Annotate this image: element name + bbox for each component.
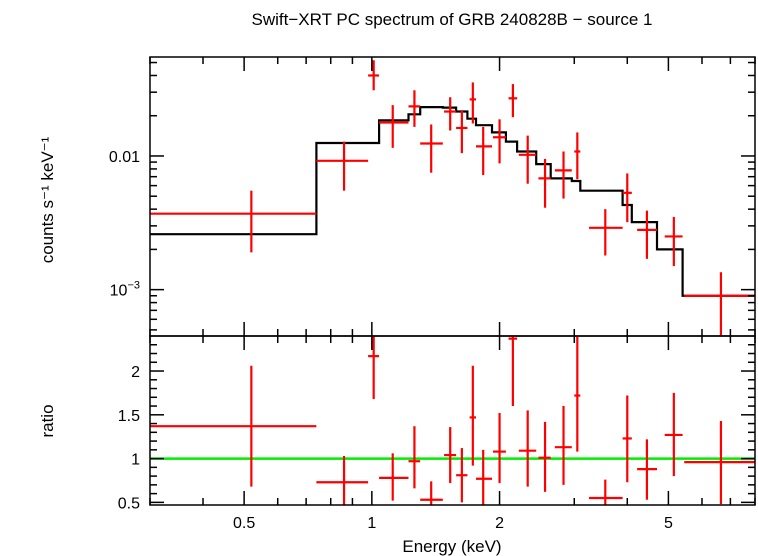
spectrum-point xyxy=(518,135,537,184)
spectrum-point xyxy=(150,190,317,253)
x-tick-label: 1 xyxy=(367,515,376,532)
bottom-y-axis-label: ratio xyxy=(38,404,57,437)
ratio-point xyxy=(492,413,506,484)
model-step-line xyxy=(150,106,755,297)
ratio-panel: 0.5 1 1.5 2 xyxy=(118,335,756,512)
ratio-point xyxy=(456,448,468,503)
spectrum-point xyxy=(664,216,683,267)
x-tick-label: 2 xyxy=(495,515,504,532)
spectrum-point xyxy=(469,82,477,124)
spectrum-point xyxy=(408,90,421,127)
ratio-point xyxy=(684,420,755,505)
ratio-point xyxy=(574,336,581,452)
bottom-y-tick-label: 2 xyxy=(131,364,140,381)
spectrum-point xyxy=(368,60,380,91)
spectrum-point xyxy=(622,173,632,223)
x-tick-label: 5 xyxy=(664,515,673,532)
spectrum-point xyxy=(508,84,518,118)
bottom-y-tick-label: 1.5 xyxy=(118,408,140,425)
ratio-point xyxy=(637,439,657,500)
spectrum-data-points xyxy=(150,60,755,336)
bottom-y-tick-label: 1 xyxy=(131,452,140,469)
ratio-point xyxy=(518,410,537,487)
ratio-point xyxy=(316,455,369,505)
ratio-point xyxy=(408,426,421,489)
spectrum-point xyxy=(684,272,755,336)
spectrum-point xyxy=(476,126,493,176)
ratio-point xyxy=(538,421,551,492)
ratio-point xyxy=(554,406,572,485)
top-y-tick-label: 0.01 xyxy=(109,149,140,166)
ratio-point xyxy=(368,336,380,400)
ratio-point xyxy=(444,427,457,484)
bottom-y-tick-label: 0.5 xyxy=(118,495,140,512)
spectrum-point xyxy=(538,158,551,208)
ratio-point xyxy=(379,453,409,501)
chart-title: Swift−XRT PC spectrum of GRB 240828B − s… xyxy=(252,10,653,29)
spectrum-point xyxy=(637,210,657,259)
spectrum-point xyxy=(444,97,457,131)
x-tick-label: 0.5 xyxy=(233,515,255,532)
spectrum-point xyxy=(420,124,443,173)
x-axis-label: Energy (keV) xyxy=(402,537,501,556)
ratio-point xyxy=(589,479,623,505)
ratio-point xyxy=(469,365,477,466)
ratio-data-points xyxy=(150,336,755,505)
ratio-point xyxy=(420,481,443,505)
model-step-path xyxy=(150,106,755,297)
spectrum-point xyxy=(316,141,369,191)
ratio-point xyxy=(476,449,493,505)
spectrum-point xyxy=(554,151,572,199)
spectrum-point xyxy=(492,119,506,164)
x-tick-labels: 0.5 1 2 5 xyxy=(233,515,673,532)
ratio-point xyxy=(622,395,632,483)
spectrum-point xyxy=(589,209,623,256)
spectrum-point xyxy=(379,105,409,148)
ratio-point xyxy=(150,365,317,487)
spectrum-point xyxy=(456,110,468,154)
top-y-axis-label: counts s⁻¹ keV⁻¹ xyxy=(38,136,57,263)
ratio-point xyxy=(664,392,683,477)
ratio-point xyxy=(508,336,518,407)
spectrum-point xyxy=(574,132,581,180)
ratio-panel-frame xyxy=(149,335,756,506)
